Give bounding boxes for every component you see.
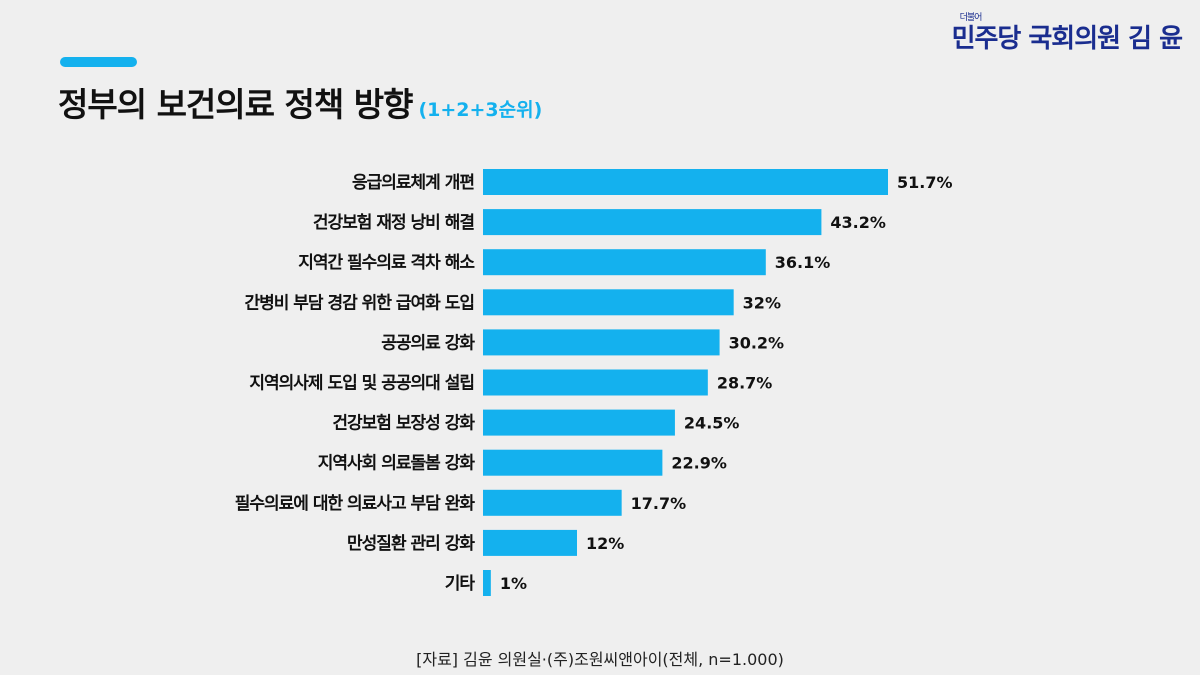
bar xyxy=(483,289,734,316)
value-label: 43.2% xyxy=(830,213,886,232)
logo: 더불어 민주당 국회의원 김 윤 xyxy=(951,13,1183,55)
bar xyxy=(483,409,675,436)
title-text: 정부의 보건의료 정책 방향 xyxy=(58,85,413,124)
category-label: 건강보험 보장성 강화 xyxy=(332,413,475,434)
value-label: 17.7% xyxy=(631,494,687,513)
value-label: 1% xyxy=(500,574,527,593)
title-subtitle: (1+2+3순위) xyxy=(418,99,543,121)
value-label: 24.5% xyxy=(684,414,740,433)
bar xyxy=(483,529,578,556)
bar xyxy=(483,369,708,396)
title-accent-bar xyxy=(60,57,137,67)
bar xyxy=(483,209,822,236)
bar xyxy=(483,169,888,195)
category-label: 기타 xyxy=(445,574,476,594)
category-label: 건강보험 재정 낭비 해결 xyxy=(313,212,475,233)
bar xyxy=(483,329,720,356)
bar xyxy=(483,570,491,596)
category-label: 지역의사제 도입 및 공공의대 설립 xyxy=(249,374,474,394)
source-note: [자료] 김윤 의원실·(주)조원씨앤아이(전체, n=1.000) xyxy=(416,650,784,669)
logo-small-text: 더불어 xyxy=(959,13,983,23)
category-label: 지역간 필수의료 격차 해소 xyxy=(298,253,475,273)
page-title: 정부의 보건의료 정책 방향 (1+2+3순위) xyxy=(58,78,542,126)
value-label: 22.9% xyxy=(671,454,727,473)
value-label: 30.2% xyxy=(729,333,785,352)
bar xyxy=(483,489,622,516)
value-label: 36.1% xyxy=(775,253,831,272)
category-label: 만성질환 관리 강화 xyxy=(347,533,475,554)
category-label: 지역사회 의료돌봄 강화 xyxy=(318,454,476,474)
category-label: 필수의료에 대한 의료사고 부담 완화 xyxy=(235,494,476,514)
bar xyxy=(483,449,663,476)
value-label: 32% xyxy=(743,293,781,312)
category-label: 응급의료체계 개편 xyxy=(352,173,474,193)
bar xyxy=(483,249,766,276)
logo-text: 민주당 국회의원 김 윤 xyxy=(951,24,1183,54)
value-label: 51.7% xyxy=(897,173,953,192)
category-label: 간병비 부담 경감 위한 급여화 도입 xyxy=(244,293,474,313)
value-label: 28.7% xyxy=(717,374,773,393)
value-label: 12% xyxy=(586,534,624,553)
category-label: 공공의료 강화 xyxy=(381,333,475,353)
